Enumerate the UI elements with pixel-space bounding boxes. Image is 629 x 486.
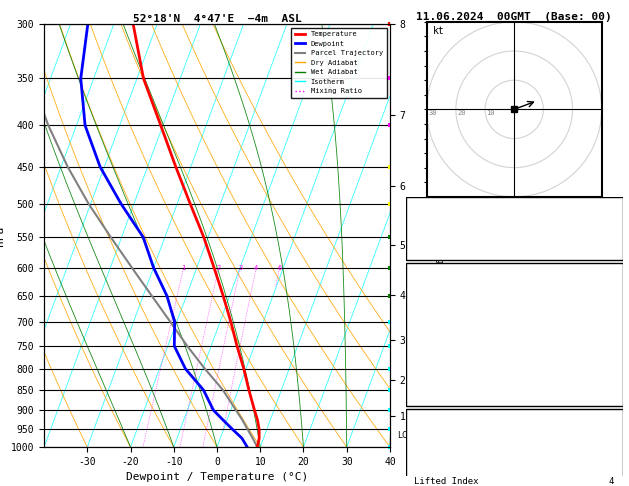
Text: Lifted Index: Lifted Index — [415, 350, 479, 359]
Y-axis label: km
ASL: km ASL — [413, 236, 431, 257]
Text: 6: 6 — [277, 265, 282, 271]
Text: 3: 3 — [238, 265, 242, 271]
Text: CAPE (J): CAPE (J) — [415, 370, 457, 380]
Y-axis label: hPa: hPa — [0, 226, 5, 246]
Bar — [406, 409, 623, 486]
Text: Most Unstable: Most Unstable — [479, 416, 549, 425]
Legend: Temperature, Dewpoint, Parcel Trajectory, Dry Adiabat, Wet Adiabat, Isotherm, Mi: Temperature, Dewpoint, Parcel Trajectory… — [291, 28, 386, 98]
Text: Dewp (°C): Dewp (°C) — [415, 310, 463, 319]
Text: Lifted Index: Lifted Index — [415, 477, 479, 486]
Bar — [406, 263, 623, 406]
Text: K: K — [415, 204, 420, 213]
Text: 47: 47 — [603, 224, 614, 233]
Text: θᴄ (K): θᴄ (K) — [415, 456, 447, 466]
Text: PW (cm): PW (cm) — [415, 244, 452, 253]
Text: θᴄ(K): θᴄ(K) — [415, 330, 442, 339]
Text: 9.3: 9.3 — [598, 290, 614, 299]
Text: Temp (°C): Temp (°C) — [415, 290, 463, 299]
Text: 11.06.2024  00GMT  (Base: 00): 11.06.2024 00GMT (Base: 00) — [416, 12, 612, 22]
Text: 4: 4 — [254, 265, 259, 271]
Text: 10: 10 — [486, 110, 495, 116]
Text: 0: 0 — [609, 370, 614, 380]
Text: LCL: LCL — [397, 431, 412, 440]
Text: 16: 16 — [603, 204, 614, 213]
Text: 4: 4 — [609, 477, 614, 486]
Text: 20: 20 — [457, 110, 466, 116]
Title: 52°18'N  4°47'E  −4m  ASL: 52°18'N 4°47'E −4m ASL — [133, 14, 301, 23]
Text: 5: 5 — [609, 350, 614, 359]
Text: 0: 0 — [609, 390, 614, 399]
Text: Pressure (mb): Pressure (mb) — [415, 436, 484, 445]
Text: 7: 7 — [609, 310, 614, 319]
Text: CIN (J): CIN (J) — [415, 390, 452, 399]
Text: 1.38: 1.38 — [593, 244, 614, 253]
Text: Mixing Ratio (g/kg): Mixing Ratio (g/kg) — [435, 188, 444, 283]
Bar — [406, 197, 623, 260]
Text: Totals Totals: Totals Totals — [415, 224, 484, 233]
Text: 975: 975 — [598, 436, 614, 445]
Text: 2: 2 — [216, 265, 221, 271]
Text: kt: kt — [433, 26, 444, 35]
X-axis label: Dewpoint / Temperature (°C): Dewpoint / Temperature (°C) — [126, 472, 308, 483]
Text: 298: 298 — [598, 330, 614, 339]
Text: 30: 30 — [428, 110, 437, 116]
Text: Surface: Surface — [496, 270, 533, 279]
Text: 1: 1 — [181, 265, 186, 271]
Text: 300: 300 — [598, 456, 614, 466]
